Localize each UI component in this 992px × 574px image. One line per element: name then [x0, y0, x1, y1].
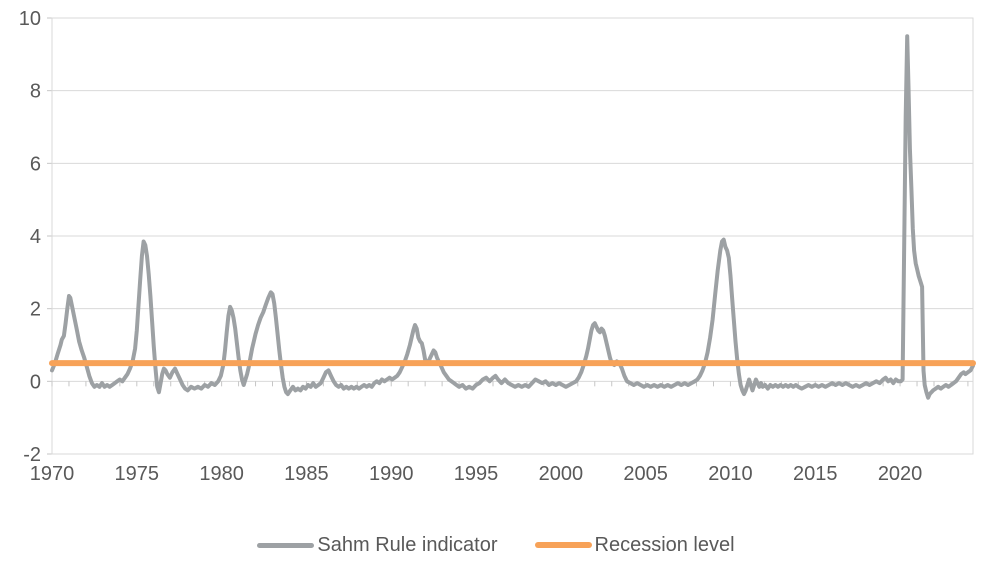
y-axis-label: 6	[30, 153, 41, 175]
x-axis-label: 1970	[30, 463, 75, 485]
y-axis-label: 10	[19, 8, 41, 30]
x-axis-label: 2020	[878, 463, 923, 485]
y-axis-label: -2	[23, 444, 41, 466]
y-axis-label: 2	[30, 299, 41, 321]
sahm-rule-chart: -2 0 2 4 6 8 10 1970 1975 1980 1985 1990 1995 2000 200…	[19, 8, 976, 485]
sahm-rule-line-swatch	[257, 542, 315, 548]
legend-item-sahm-rule: Sahm Rule indicator	[257, 534, 498, 556]
x-axis-label: 2010	[708, 463, 753, 485]
sahm-rule-line	[50, 34, 975, 400]
x-axis-label: 1990	[369, 463, 414, 485]
x-axis-label: 2005	[623, 463, 668, 485]
x-axis-label: 2015	[793, 463, 838, 485]
x-axis-label: 1975	[115, 463, 160, 485]
plot-border	[51, 17, 974, 455]
chart-legend: Sahm Rule indicator Recession level	[0, 527, 992, 563]
legend-label-sahm-rule: Sahm Rule indicator	[317, 534, 498, 556]
legend-label-recession-level: Recession level	[594, 534, 735, 556]
y-axis-label: 8	[30, 81, 41, 103]
legend-item-recession-level: Recession level	[534, 534, 735, 556]
x-axis-label: 1985	[284, 463, 329, 485]
recession-level-line-swatch	[534, 542, 592, 548]
x-axis-label: 1995	[454, 463, 499, 485]
x-axis-label: 1980	[199, 463, 244, 485]
y-axis-label: 4	[30, 226, 41, 248]
y-axis-label: 0	[30, 371, 41, 393]
x-axis-label: 2000	[539, 463, 584, 485]
